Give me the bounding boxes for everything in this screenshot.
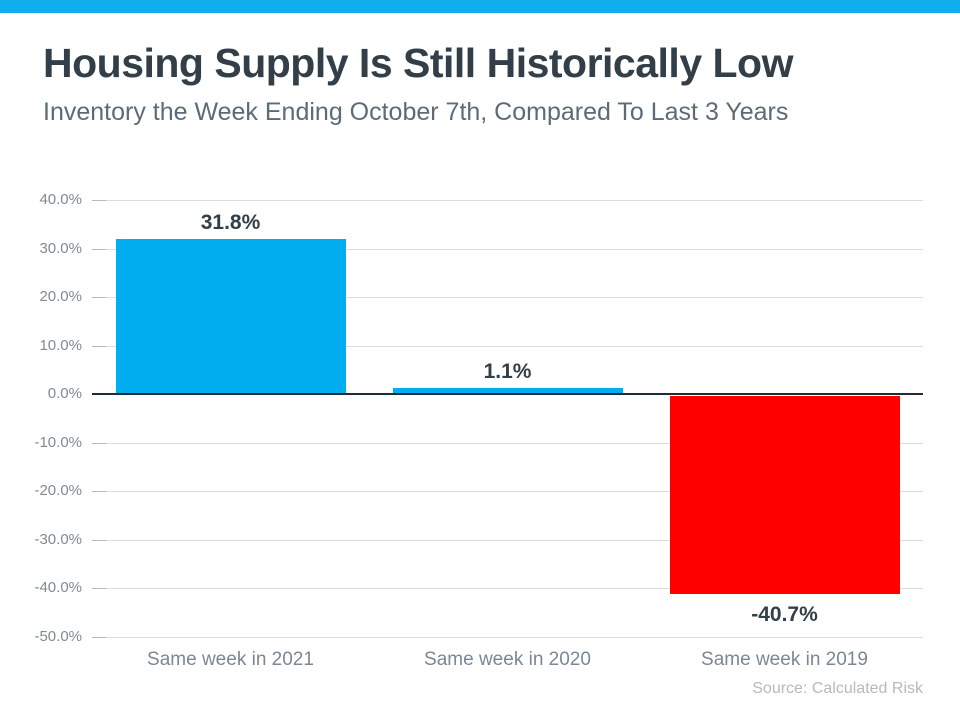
- bar-value-label: -40.7%: [751, 602, 818, 626]
- y-axis-tick-label: -40.0%: [34, 579, 82, 597]
- x-axis-line: [92, 392, 923, 396]
- y-axis-tick-label: -50.0%: [34, 628, 82, 645]
- y-axis-tick: [92, 200, 106, 201]
- x-axis-category-label: Same week in 2019: [701, 649, 868, 670]
- gridline: [92, 442, 923, 444]
- y-axis-tick: [92, 588, 106, 590]
- gridline: [92, 637, 923, 638]
- y-axis-tick-label: 20.0%: [39, 288, 82, 306]
- gridline: [92, 297, 923, 299]
- bar-value-label: 1.1%: [483, 359, 532, 383]
- gridline: [92, 491, 923, 493]
- x-axis-category-label: Same week in 2020: [424, 649, 591, 670]
- gridline: [92, 200, 923, 201]
- top-accent-bar: [0, 0, 960, 13]
- bar-same-week-in-2021: [115, 238, 346, 394]
- y-axis-tick: [92, 637, 106, 638]
- y-axis-tick: [92, 539, 106, 541]
- x-axis-category-label: Same week in 2021: [147, 649, 314, 670]
- bar-value-label: 31.8%: [200, 210, 261, 234]
- y-axis-tick: [92, 297, 106, 299]
- y-axis-tick-label: -10.0%: [34, 433, 82, 451]
- bar-same-week-in-2020: [392, 387, 623, 394]
- gridline: [92, 248, 923, 250]
- y-axis-tick-label: 40.0%: [39, 191, 82, 208]
- y-axis-tick: [92, 442, 106, 444]
- gridline: [92, 345, 923, 347]
- y-axis-tick-label: 10.0%: [39, 336, 82, 354]
- y-axis-tick-label: 0.0%: [47, 385, 82, 403]
- gridline: [92, 588, 923, 590]
- source-attribution: Source: Calculated Risk: [752, 680, 923, 697]
- y-axis-tick-label: 30.0%: [39, 239, 82, 257]
- bar-same-week-in-2019: [669, 396, 900, 594]
- gridline: [92, 539, 923, 541]
- y-axis-tick: [92, 345, 106, 347]
- y-axis-tick: [92, 248, 106, 250]
- y-axis-tick-label: -20.0%: [34, 482, 82, 500]
- y-axis-tick: [92, 491, 106, 493]
- page-title: Housing Supply Is Still Historically Low: [43, 40, 794, 86]
- page-subtitle: Inventory the Week Ending October 7th, C…: [43, 98, 789, 126]
- y-axis-tick-label: -30.0%: [34, 530, 82, 548]
